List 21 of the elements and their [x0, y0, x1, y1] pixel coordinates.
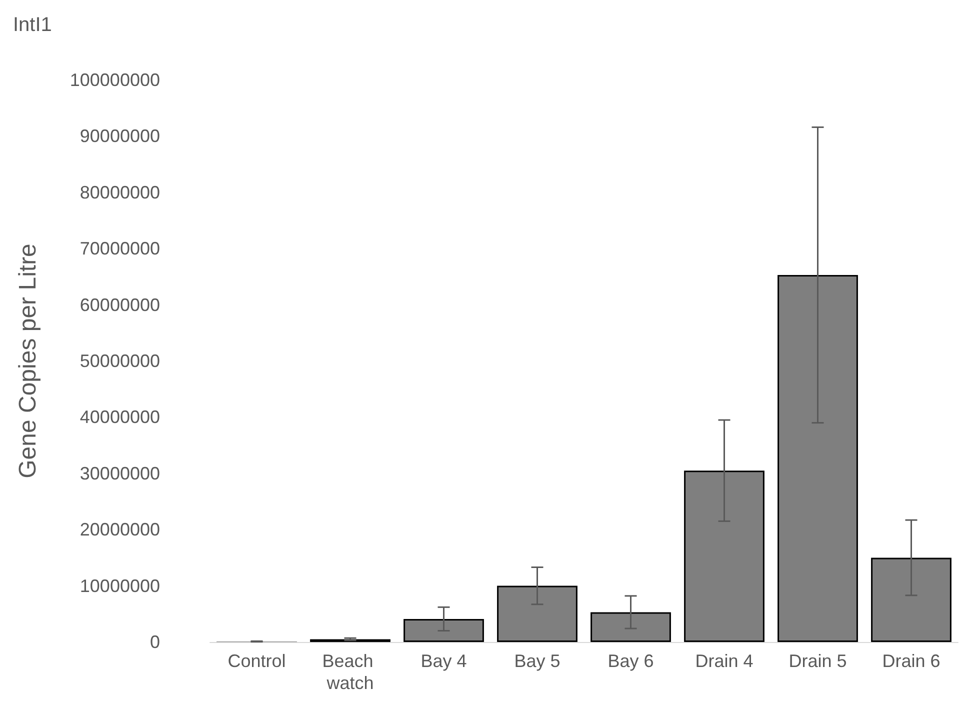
x-tick-label: Bay 5 [514, 651, 560, 671]
text: IntI1 [13, 14, 52, 36]
y-axis-title: Gene Copies per Litre [14, 244, 42, 478]
y-tick-label: 70000000 [80, 238, 160, 259]
y-tick-label: 50000000 [80, 351, 160, 371]
x-tick-label: Beach watch [322, 651, 378, 693]
y-tick-label: 30000000 [80, 463, 160, 484]
y-tick-label: 90000000 [80, 126, 160, 146]
y-tick-label: 10000000 [80, 576, 160, 596]
x-tick-label: Drain 5 [788, 651, 847, 671]
x-tick-label: Bay 6 [608, 651, 654, 671]
y-tick-label: 60000000 [80, 294, 160, 315]
x-tick-label: Drain 6 [882, 651, 940, 671]
y-tick-label: 100000000 [70, 70, 160, 90]
x-tick-label: Bay 4 [420, 651, 467, 671]
y-tick-label: 40000000 [80, 407, 160, 428]
y-tick-label: 0 [150, 632, 160, 652]
y-tick-label: 20000000 [80, 520, 160, 540]
x-tick-label: Drain 4 [695, 651, 754, 671]
x-tick-label: Control [228, 651, 286, 671]
y-tick-label: 80000000 [80, 182, 160, 202]
